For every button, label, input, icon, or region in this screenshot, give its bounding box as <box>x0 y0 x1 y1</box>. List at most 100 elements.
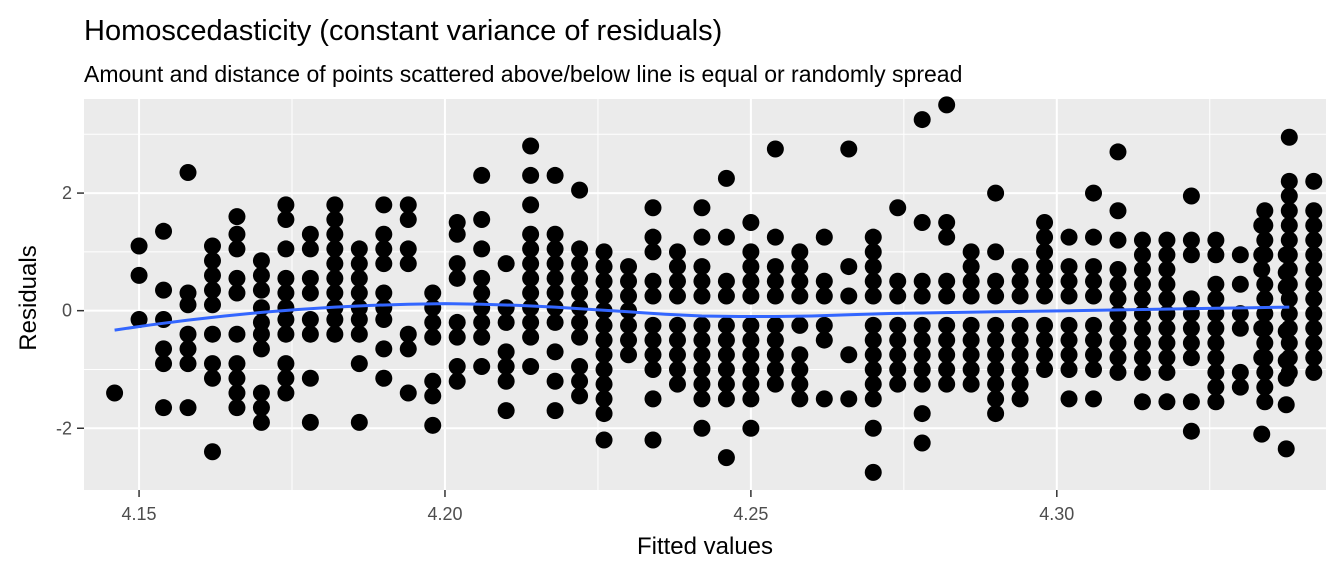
data-point <box>1060 316 1078 334</box>
data-point <box>399 255 417 273</box>
data-point <box>497 402 515 420</box>
data-point <box>350 413 368 431</box>
data-point <box>203 296 221 314</box>
data-point <box>228 325 246 343</box>
data-point <box>1133 290 1151 308</box>
data-point <box>1036 258 1054 276</box>
data-point <box>1207 334 1225 352</box>
data-point <box>497 372 515 390</box>
data-point <box>717 272 735 290</box>
data-point <box>1207 349 1225 367</box>
data-point <box>399 240 417 258</box>
data-point <box>1280 172 1298 190</box>
data-point <box>1277 396 1295 414</box>
x-tick-label: 4.20 <box>427 504 462 524</box>
data-point <box>448 269 466 287</box>
data-point <box>938 213 956 231</box>
data-point <box>1133 246 1151 264</box>
data-point <box>595 360 613 378</box>
data-point <box>546 269 564 287</box>
data-point <box>864 258 882 276</box>
data-point <box>130 266 148 284</box>
y-tick-label: 0 <box>62 301 72 321</box>
data-point <box>1182 349 1200 367</box>
data-point <box>375 284 393 302</box>
data-point <box>1182 422 1200 440</box>
data-point <box>791 243 809 261</box>
data-point <box>595 287 613 305</box>
data-point <box>1036 243 1054 261</box>
data-point <box>791 287 809 305</box>
data-point <box>1256 275 1274 293</box>
data-point <box>938 360 956 378</box>
data-point <box>987 346 1005 364</box>
data-point <box>644 346 662 364</box>
data-point <box>424 387 442 405</box>
data-point <box>717 316 735 334</box>
data-point <box>522 313 540 331</box>
data-point <box>350 325 368 343</box>
data-point <box>766 316 784 334</box>
data-point <box>1253 246 1271 264</box>
data-point <box>742 390 760 408</box>
data-point <box>1109 143 1127 161</box>
data-point <box>913 360 931 378</box>
data-point <box>791 272 809 290</box>
data-point <box>571 358 589 376</box>
data-point <box>424 284 442 302</box>
data-point <box>1036 316 1054 334</box>
data-point <box>791 375 809 393</box>
data-point <box>1305 275 1323 293</box>
data-point <box>179 163 197 181</box>
data-point <box>595 346 613 364</box>
data-point <box>889 316 907 334</box>
data-point <box>252 325 270 343</box>
data-point <box>228 399 246 417</box>
data-point <box>742 331 760 349</box>
y-tick-label: 2 <box>62 183 72 203</box>
data-point <box>1060 331 1078 349</box>
data-point <box>1305 202 1323 220</box>
data-point <box>1253 261 1271 279</box>
data-point <box>1207 290 1225 308</box>
data-point <box>1036 213 1054 231</box>
data-point <box>595 272 613 290</box>
data-point <box>277 269 295 287</box>
data-point <box>1133 319 1151 337</box>
data-point <box>155 222 173 240</box>
data-point <box>1133 261 1151 279</box>
data-point <box>742 243 760 261</box>
data-point <box>987 243 1005 261</box>
data-point <box>1207 231 1225 249</box>
data-point <box>301 240 319 258</box>
data-point <box>938 316 956 334</box>
data-point <box>1060 228 1078 246</box>
data-point <box>522 255 540 273</box>
data-point <box>301 310 319 328</box>
data-point <box>766 287 784 305</box>
data-point <box>473 299 491 317</box>
data-point <box>644 199 662 217</box>
data-point <box>448 372 466 390</box>
data-point <box>497 313 515 331</box>
data-point <box>987 331 1005 349</box>
data-point <box>546 240 564 258</box>
data-point <box>595 258 613 276</box>
y-axis: -2 0 2 <box>56 183 84 438</box>
data-point <box>962 258 980 276</box>
data-point <box>522 269 540 287</box>
data-point <box>864 463 882 481</box>
data-point <box>987 316 1005 334</box>
data-point <box>1109 261 1127 279</box>
data-point <box>1253 349 1271 367</box>
data-point <box>668 258 686 276</box>
data-point <box>1085 287 1103 305</box>
data-point <box>350 310 368 328</box>
data-point <box>571 313 589 331</box>
data-point <box>644 331 662 349</box>
data-point <box>350 255 368 273</box>
data-point <box>473 313 491 331</box>
data-point <box>840 140 858 158</box>
data-point <box>742 258 760 276</box>
data-point <box>889 346 907 364</box>
